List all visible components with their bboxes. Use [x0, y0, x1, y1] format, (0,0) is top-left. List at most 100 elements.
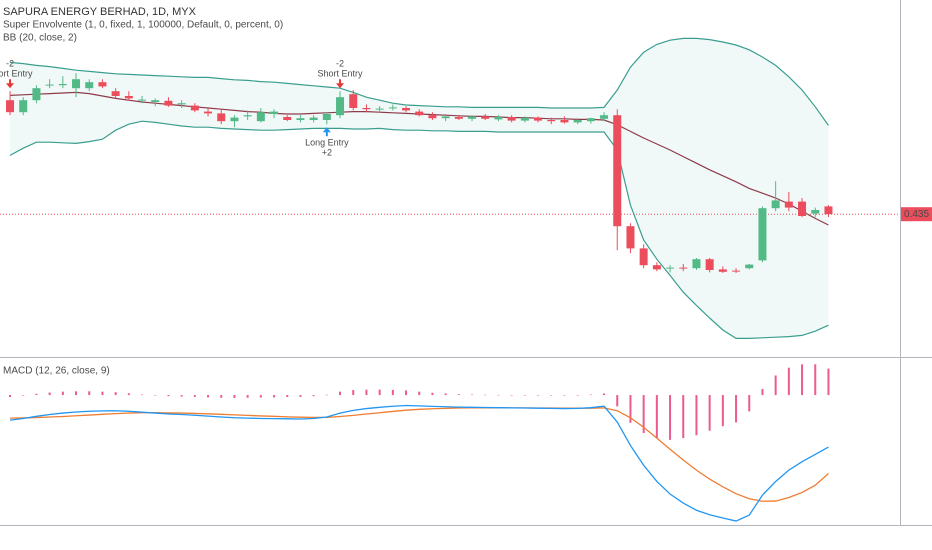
candle-body — [217, 113, 226, 122]
candle-body — [586, 118, 595, 122]
candle-body — [270, 111, 279, 114]
histogram-bar — [563, 395, 566, 396]
candle-body — [481, 116, 490, 119]
candle-body — [626, 226, 635, 249]
histogram-bar — [523, 395, 526, 396]
histogram-bar — [695, 395, 698, 436]
indicator-label: BB (20, close, 2) — [3, 33, 77, 44]
candle-body — [58, 84, 67, 86]
histogram-bar — [286, 395, 289, 398]
candle-body — [151, 100, 160, 102]
histogram-bar — [827, 368, 830, 396]
candle-body — [230, 117, 239, 122]
histogram-bar — [537, 395, 540, 396]
histogram-bar — [721, 395, 724, 427]
last-price-box — [901, 207, 932, 222]
signal-label: Short Entry — [318, 69, 364, 79]
candle-body — [243, 115, 252, 117]
histogram-bar — [391, 389, 394, 396]
histogram-bar — [127, 393, 130, 396]
candle-body — [811, 210, 820, 214]
histogram-bar — [233, 395, 236, 398]
candle-body — [507, 117, 516, 121]
candle-body — [441, 116, 450, 119]
histogram-bar — [761, 388, 764, 396]
histogram-bar — [497, 394, 500, 396]
signal-label: Short Entry — [0, 69, 33, 79]
candle-body — [534, 117, 543, 121]
histogram-bar — [325, 394, 328, 396]
histogram-bar — [774, 375, 777, 396]
signal-label: -2 — [336, 59, 344, 69]
candle-body — [454, 117, 463, 119]
histogram-bar — [141, 394, 144, 396]
histogram-bar — [444, 393, 447, 396]
histogram-bar — [642, 395, 645, 434]
candle-body — [283, 117, 292, 120]
candle-body — [336, 97, 345, 116]
candle-body — [19, 100, 28, 113]
labels: SAPURA ENERGY BERHAD, 1D, MYX Super Envo… — [0, 6, 932, 377]
candle-body — [85, 82, 94, 89]
candle-body — [784, 201, 793, 208]
candle-body — [494, 117, 503, 120]
candle-body — [798, 201, 807, 216]
candle-body — [639, 248, 648, 266]
candle-body — [547, 120, 556, 122]
candle-body — [98, 82, 107, 87]
histogram-bar — [101, 391, 104, 396]
histogram-bar — [220, 395, 223, 398]
candle-body — [573, 120, 582, 123]
histogram-bar — [154, 395, 157, 396]
candle-body — [388, 107, 397, 109]
histogram-bar — [603, 393, 606, 396]
histogram-bar — [273, 395, 276, 398]
candle-body — [296, 118, 305, 120]
histogram-bar — [259, 395, 262, 398]
histogram-bar — [365, 389, 368, 396]
histogram-bar — [352, 390, 355, 396]
histogram-bar — [378, 389, 381, 396]
histogram-bar — [787, 367, 790, 396]
histogram-bar — [114, 392, 117, 396]
histogram-bar — [299, 395, 302, 397]
candle-body — [72, 79, 81, 89]
candle-body — [111, 91, 120, 96]
histogram-bar — [418, 391, 421, 396]
histogram-bar — [616, 395, 619, 407]
chart-title: SAPURA ENERGY BERHAD, 1D, MYX — [3, 6, 197, 18]
candle-body — [705, 259, 714, 270]
candle-body — [124, 96, 133, 99]
candle-body — [204, 111, 213, 114]
histogram-bar — [589, 394, 592, 396]
candle-body — [177, 103, 186, 105]
candle-body — [560, 120, 569, 123]
candle-body — [692, 259, 701, 269]
candle-body — [600, 115, 609, 119]
candle-body — [468, 116, 477, 119]
candle-body — [6, 100, 15, 113]
candle-body — [679, 267, 688, 269]
candle-body — [256, 112, 265, 122]
last-price-label: 0.435 — [904, 209, 929, 220]
candle-body — [652, 265, 661, 270]
histogram-bar — [484, 394, 487, 396]
candle-body — [138, 99, 147, 101]
band-upper — [9, 37, 829, 126]
candle-body — [349, 94, 358, 108]
signal-arrow — [336, 79, 345, 89]
histogram-bar — [801, 364, 804, 396]
histogram-bar — [405, 390, 408, 396]
candle-body — [732, 270, 741, 272]
histogram-bar — [61, 391, 64, 396]
histogram-bar — [576, 395, 579, 396]
histogram-bar — [682, 395, 685, 439]
candle-body — [45, 84, 54, 86]
histogram-bar — [246, 395, 249, 398]
histogram-bar — [48, 392, 51, 396]
histogram-bar — [471, 394, 474, 396]
histogram-bar — [814, 364, 817, 396]
